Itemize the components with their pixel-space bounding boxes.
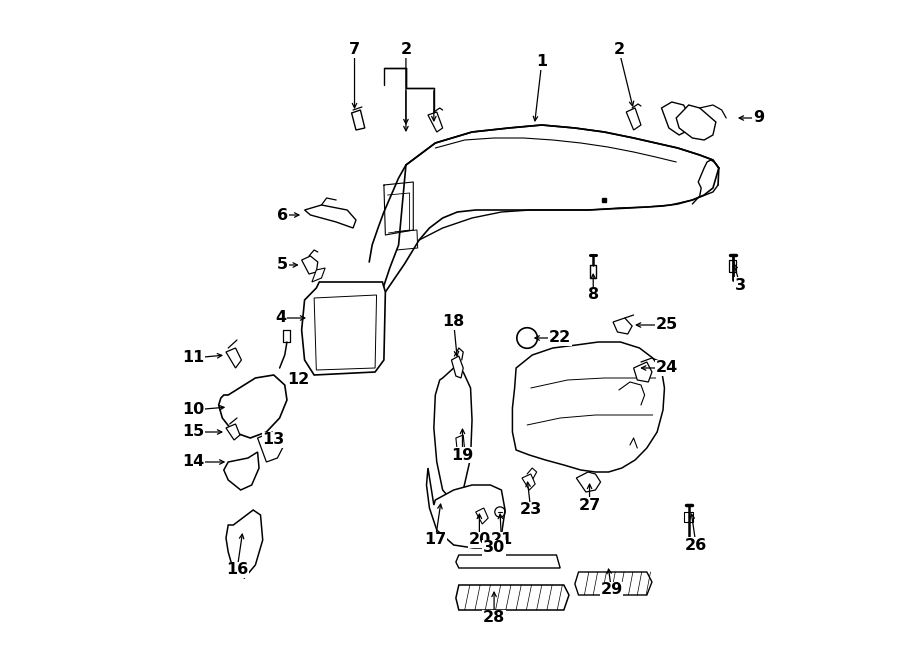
Polygon shape: [226, 424, 240, 440]
Polygon shape: [226, 348, 241, 368]
Text: 29: 29: [600, 582, 623, 598]
Polygon shape: [314, 295, 376, 370]
Text: 23: 23: [519, 502, 542, 518]
Polygon shape: [626, 108, 641, 130]
Text: 2: 2: [400, 42, 411, 58]
Text: 14: 14: [182, 455, 204, 469]
Polygon shape: [219, 375, 287, 438]
Text: 19: 19: [452, 447, 473, 463]
Polygon shape: [302, 282, 385, 375]
Polygon shape: [428, 112, 443, 132]
Polygon shape: [226, 510, 263, 578]
Polygon shape: [456, 555, 560, 568]
Polygon shape: [476, 508, 488, 524]
Text: 28: 28: [483, 611, 505, 625]
Text: 22: 22: [549, 330, 572, 346]
Text: 8: 8: [588, 288, 598, 303]
Text: 2: 2: [614, 42, 625, 58]
Text: 21: 21: [491, 533, 512, 547]
Text: 1: 1: [536, 54, 547, 69]
Text: 12: 12: [287, 373, 309, 387]
Text: 25: 25: [655, 317, 678, 332]
Text: 18: 18: [443, 315, 464, 329]
Polygon shape: [575, 572, 652, 595]
Polygon shape: [369, 125, 719, 330]
Text: 15: 15: [182, 424, 204, 440]
Text: 10: 10: [182, 403, 204, 418]
Text: 20: 20: [468, 533, 490, 547]
Polygon shape: [452, 356, 464, 378]
Text: 3: 3: [734, 278, 746, 293]
Text: 11: 11: [182, 350, 204, 366]
Polygon shape: [676, 105, 716, 140]
Text: 4: 4: [275, 311, 286, 325]
Text: 6: 6: [277, 208, 288, 223]
Polygon shape: [304, 205, 356, 228]
Polygon shape: [634, 362, 652, 382]
Text: 9: 9: [753, 110, 764, 126]
Text: 16: 16: [226, 563, 248, 578]
Text: 26: 26: [685, 537, 707, 553]
Polygon shape: [456, 435, 464, 452]
Text: 24: 24: [655, 360, 678, 375]
Text: 5: 5: [277, 258, 288, 272]
Polygon shape: [352, 110, 365, 130]
Text: 27: 27: [579, 498, 600, 512]
Polygon shape: [576, 472, 600, 492]
Polygon shape: [456, 585, 569, 610]
Polygon shape: [312, 268, 325, 282]
Polygon shape: [662, 102, 691, 135]
Polygon shape: [427, 468, 505, 548]
Text: 13: 13: [263, 432, 285, 447]
Polygon shape: [257, 432, 283, 462]
Text: 17: 17: [424, 533, 446, 547]
Text: 30: 30: [483, 541, 505, 555]
Polygon shape: [224, 452, 259, 490]
Polygon shape: [613, 318, 632, 334]
Polygon shape: [512, 342, 664, 472]
Polygon shape: [522, 474, 536, 490]
Polygon shape: [302, 256, 318, 274]
Polygon shape: [434, 368, 472, 500]
Text: 7: 7: [349, 42, 360, 58]
